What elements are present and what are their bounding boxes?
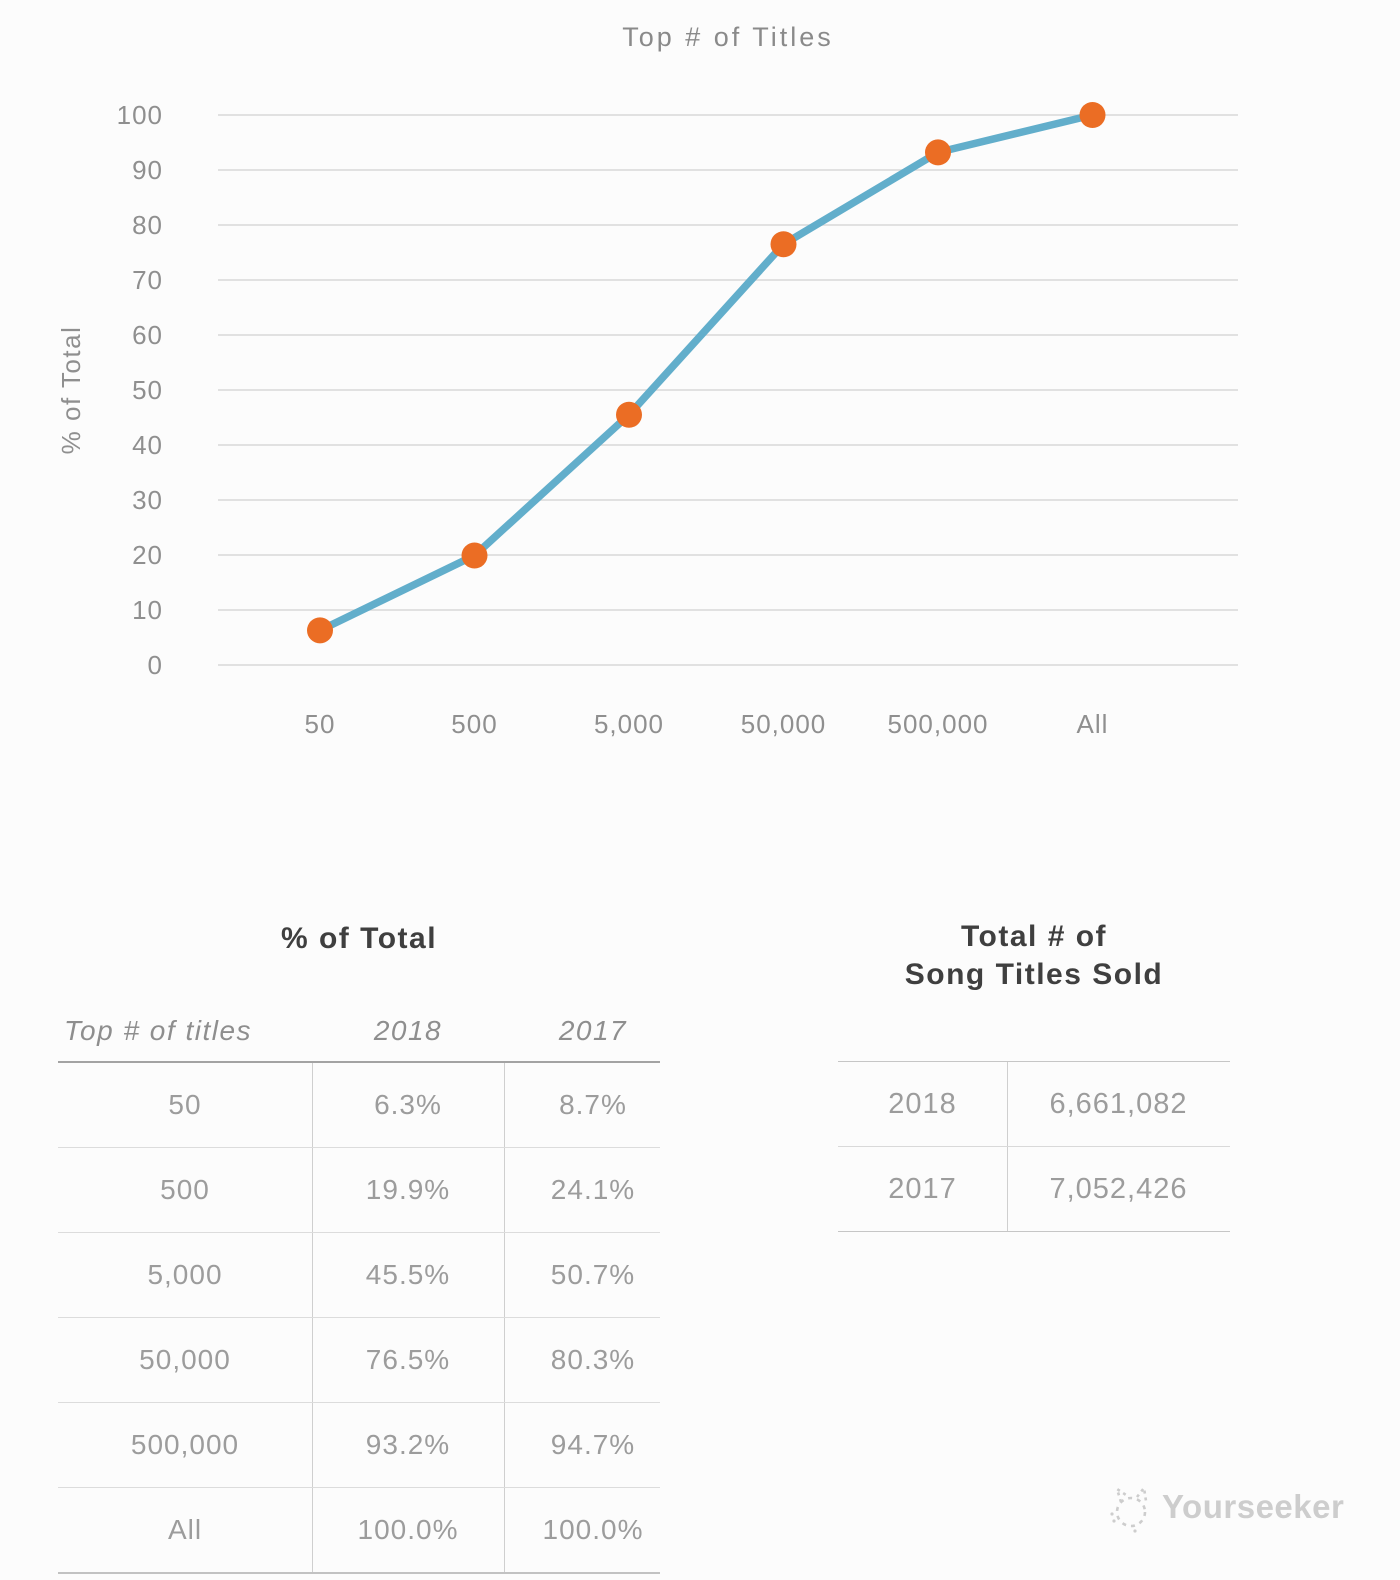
value-2017: 8.7% [559, 1089, 627, 1120]
y-tick-label: 30 [132, 485, 163, 515]
watermark: Yourseeker [1106, 1480, 1344, 1534]
year-label: 2017 [888, 1172, 957, 1205]
data-point [616, 401, 642, 428]
x-tick-label: 500,000 [888, 709, 989, 739]
series-line-2018 [316, 111, 1097, 635]
year-label: 2018 [888, 1087, 957, 1120]
line-chart: Top # of Titles % of Total 0 10 20 30 40 50 60 70… [56, 22, 1238, 739]
left-table-col-header-2018: 2018 [373, 1015, 443, 1046]
chart-section: Top # of Titles % of Total 0 10 20 30 40 50 60 70… [56, 22, 1238, 739]
watermark-text: Yourseeker [1162, 1488, 1345, 1525]
right-table-title: Total # of Song Titles Sold [838, 918, 1230, 994]
y-tick-label: 80 [132, 210, 163, 240]
y-tick-label: 10 [132, 595, 163, 625]
value-2018: 19.9% [365, 1174, 451, 1205]
row-label: 500,000 [130, 1429, 240, 1460]
value-2018: 45.5% [365, 1259, 451, 1290]
row-label: All [167, 1514, 203, 1545]
x-tick-label: 5,000 [594, 709, 664, 739]
y-tick-label: 60 [132, 320, 163, 350]
right-table-title-line2: Song Titles Sold [904, 958, 1164, 991]
left-table-col-header-titles: Top # of titles [64, 1015, 253, 1046]
table-row: 5,000 45.5% 50.7% [58, 1233, 660, 1318]
value-2018: 93.2% [365, 1429, 451, 1460]
row-label: 50 [168, 1089, 202, 1120]
value-2017: 80.3% [550, 1344, 636, 1375]
table-row: 2017 7,052,426 [838, 1147, 1230, 1232]
x-tick-label: 500 [451, 709, 497, 739]
value-2018: 6.3% [374, 1089, 442, 1120]
yourseeker-logo-icon [1110, 1486, 1148, 1533]
left-table-title: % of Total [280, 922, 438, 955]
value-2018: 76.5% [365, 1344, 451, 1375]
x-tick-label: All [1077, 709, 1109, 739]
data-point [307, 617, 333, 644]
row-label: 50,000 [139, 1344, 231, 1375]
table-row: 500,000 93.2% 94.7% [58, 1403, 660, 1488]
left-table-col-header-2017: 2017 [558, 1015, 628, 1046]
y-axis-title: % of Total [56, 326, 86, 455]
left-table-header: Top # of titles 2018 2017 [58, 1002, 660, 1060]
table-row: 50 6.3% 8.7% [58, 1063, 660, 1148]
table-row: 50,000 76.5% 80.3% [58, 1318, 660, 1403]
left-table-divider-2 [504, 1063, 505, 1574]
x-tick-label: 50,000 [741, 709, 827, 739]
data-point [925, 139, 951, 166]
value-2017: 94.7% [550, 1429, 636, 1460]
data-point [1079, 102, 1106, 128]
y-tick-label: 100 [117, 100, 163, 130]
value-2017: 50.7% [550, 1259, 636, 1290]
value-2017: 100.0% [542, 1514, 644, 1545]
y-tick-label: 0 [148, 650, 163, 680]
y-tick-label: 40 [132, 430, 163, 460]
total-value: 6,661,082 [1049, 1087, 1188, 1120]
y-tick-label: 70 [132, 265, 163, 295]
right-table: 2018 6,661,082 2017 7,052,426 [838, 1061, 1230, 1232]
table-row: 2018 6,661,082 [838, 1062, 1230, 1147]
table-row: All 100.0% 100.0% [58, 1488, 660, 1574]
right-table-title-line1: Total # of [960, 920, 1108, 953]
chart-title: Top # of Titles [622, 22, 834, 52]
value-2018: 100.0% [357, 1514, 459, 1545]
y-tick-label: 90 [132, 155, 163, 185]
left-table: 50 6.3% 8.7% 500 19.9% 24.1% 5,000 45.5%… [58, 1061, 660, 1574]
data-point [461, 542, 488, 569]
value-2017: 24.1% [550, 1174, 636, 1205]
y-tick-label: 20 [132, 540, 163, 570]
row-label: 500 [160, 1174, 210, 1205]
data-point [770, 231, 797, 258]
left-table-divider-1 [312, 1063, 313, 1574]
y-tick-label: 50 [132, 375, 163, 405]
row-label: 5,000 [147, 1259, 223, 1290]
right-table-divider [1007, 1062, 1008, 1232]
x-tick-label: 50 [305, 709, 336, 739]
table-row: 500 19.9% 24.1% [58, 1148, 660, 1233]
total-value: 7,052,426 [1049, 1172, 1188, 1205]
